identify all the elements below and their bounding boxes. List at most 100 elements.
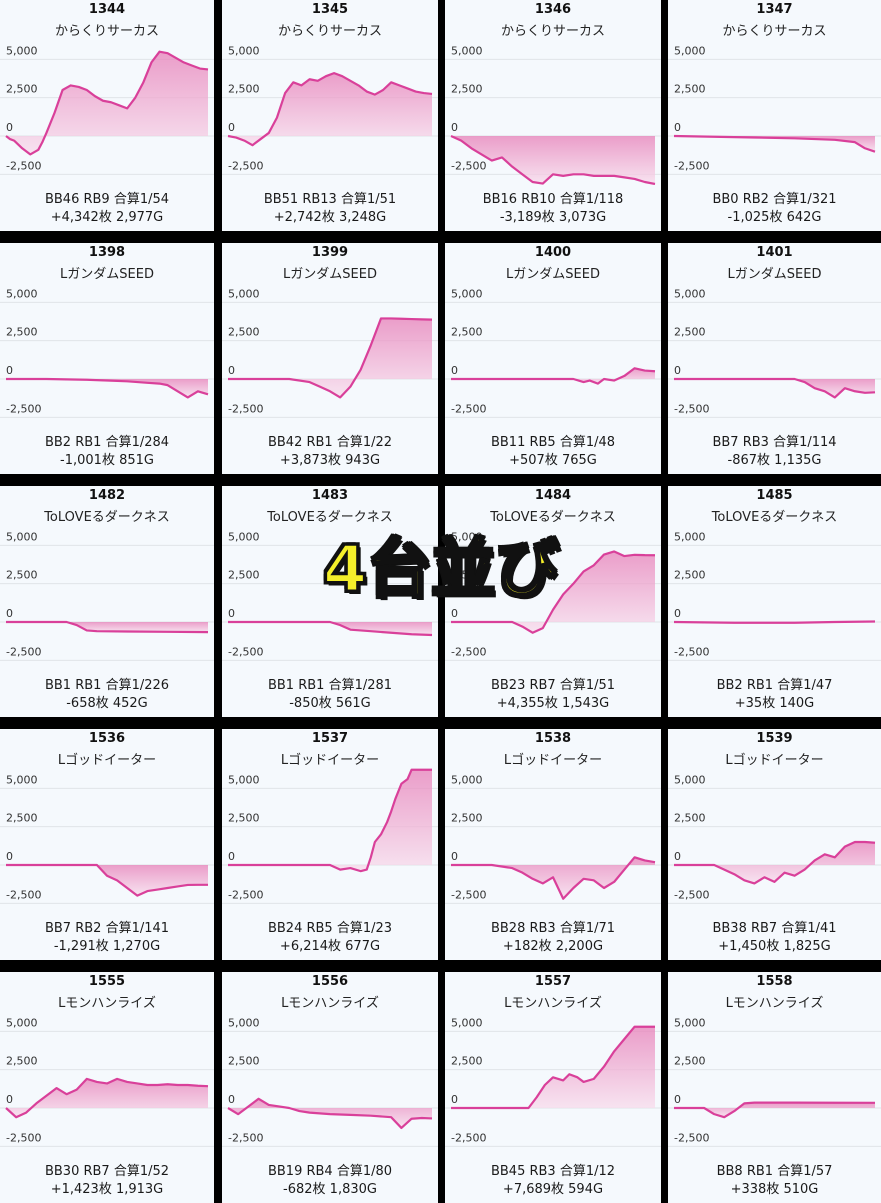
y-tick-label: 5,000	[228, 1016, 260, 1029]
area-fill	[6, 51, 208, 155]
plot-area: 5,000 2,500 0 -2,500	[445, 1016, 661, 1147]
bonus-stats: BB0 RB2 合算1/321	[712, 192, 837, 207]
machine-panel[interactable]: 1558 Lモンハンライズ 5,000 2,500 0 -2,500 BB8 RB1 合算1…	[668, 972, 881, 1203]
medal-games-stats: -850枚 561G	[289, 696, 371, 711]
machine-panel[interactable]: 1398 LガンダムSEED 5,000 2,500 0 -2,500 BB2 RB1 合算…	[0, 243, 214, 474]
machine-number: 1483	[311, 488, 349, 503]
series-line	[6, 377, 209, 399]
series-line	[451, 1025, 655, 1110]
machine-panel[interactable]: 1536 Lゴッドイーター 5,000 2,500 0 -2,500 BB7 RB2 合算1…	[0, 729, 214, 960]
y-tick-label: 5,000	[674, 287, 706, 300]
y-tick-label: -2,500	[228, 645, 263, 658]
y-tick-label: 5,000	[674, 530, 706, 543]
machine-title: ToLOVEるダークネス	[490, 510, 616, 525]
machine-panel[interactable]: 1555 Lモンハンライズ 5,000 2,500 0 -2,500 BB30 RB7 合算…	[0, 972, 214, 1203]
medal-games-stats: +1,450枚 1,825G	[718, 939, 831, 954]
machine-number: 1537	[311, 731, 349, 746]
series-line	[674, 377, 876, 399]
area-fill	[228, 318, 432, 398]
y-tick-label: 0	[228, 850, 235, 863]
series-line	[5, 50, 209, 156]
y-tick-label: 0	[6, 850, 13, 863]
machine-panel[interactable]: 1401 LガンダムSEED 5,000 2,500 0 -2,500 BB7 RB3 合算…	[668, 243, 881, 474]
y-tick-label: 5,000	[228, 530, 260, 543]
y-tick-label: 2,500	[674, 569, 706, 582]
medal-games-stats: +35枚 140G	[734, 696, 815, 711]
bonus-stats: BB30 RB7 合算1/52	[44, 1164, 170, 1179]
y-tick-label: 0	[6, 1093, 13, 1106]
machine-title: Lゴッドイーター	[503, 753, 603, 768]
y-tick-label: -2,500	[6, 888, 41, 901]
bonus-stats: BB7 RB2 合算1/141	[44, 921, 170, 936]
machine-panel[interactable]: 1538 Lゴッドイーター 5,000 2,500 0 -2,500 BB28 RB3 合算…	[445, 729, 661, 960]
machine-panel[interactable]: 1556 Lモンハンライズ 5,000 2,500 0 -2,500 BB19 RB4 合算…	[222, 972, 438, 1203]
bonus-stats: BB51 RB13 合算1/51	[263, 192, 397, 207]
machine-number: 1401	[756, 245, 793, 260]
machine-number: 1484	[534, 488, 572, 503]
y-tick-label: -2,500	[228, 402, 263, 415]
machine-panel[interactable]: 1347 からくりサーカス 5,000 2,500 0 -2,500 BB0 RB2 合算1…	[668, 0, 881, 231]
machine-panel[interactable]: 1483 ToLOVEるダークネス 5,000 2,500 0 -2,500 BB1 RB1…	[222, 486, 438, 717]
medal-games-stats: -658枚 452G	[66, 696, 148, 711]
bonus-stats: BB1 RB1 合算1/226	[44, 678, 170, 693]
y-tick-label: 5,000	[451, 530, 483, 543]
plot-area: 5,000 2,500 0 -2,500	[668, 44, 881, 175]
machine-title: Lモンハンライズ	[504, 996, 602, 1011]
y-tick-label: 2,500	[674, 1055, 706, 1068]
plot-area: 5,000 2,500 0 -2,500	[445, 773, 661, 904]
area-fill	[674, 1102, 875, 1118]
bonus-stats: BB46 RB9 合算1/54	[44, 192, 170, 207]
machine-panel[interactable]: 1345 からくりサーカス 5,000 2,500 0 -2,500 BB51 RB13 合…	[222, 0, 438, 231]
area-fill	[674, 842, 875, 884]
machine-panel[interactable]: 1557 Lモンハンライズ 5,000 2,500 0 -2,500 BB45 RB3 合算…	[445, 972, 661, 1203]
y-tick-label: -2,500	[6, 1131, 41, 1144]
y-tick-label: -2,500	[451, 402, 486, 415]
machine-panel[interactable]: 1399 LガンダムSEED 5,000 2,500 0 -2,500 BB42 RB1 合…	[222, 243, 438, 474]
plot-area: 5,000 2,500 0 -2,500	[222, 287, 438, 418]
y-tick-label: 0	[674, 121, 681, 134]
area-fill	[6, 865, 208, 896]
machine-panel[interactable]: 1485 ToLOVEるダークネス 5,000 2,500 0 -2,500 BB2 RB1…	[668, 486, 881, 717]
y-tick-label: 0	[451, 1093, 458, 1106]
bonus-stats: BB2 RB1 合算1/284	[44, 435, 170, 450]
area-fill	[451, 136, 655, 184]
area-fill	[451, 368, 655, 384]
plot-area: 5,000 2,500 0 -2,500	[222, 768, 438, 904]
y-tick-label: 2,500	[451, 1055, 483, 1068]
machine-number: 1557	[534, 974, 572, 989]
y-tick-label: 5,000	[6, 1016, 38, 1029]
y-tick-label: 0	[451, 364, 458, 377]
machine-number: 1558	[756, 974, 793, 989]
series-line	[227, 72, 433, 147]
y-tick-label: 2,500	[674, 812, 706, 825]
machine-title: ToLOVEるダークネス	[267, 510, 393, 525]
machine-number: 1555	[88, 974, 126, 989]
machine-panel[interactable]: 1482 ToLOVEるダークネス 5,000 2,500 0 -2,500 BB1 RB1…	[0, 486, 214, 717]
machine-panel[interactable]: 1344 からくりサーカス 5,000 2,500 0 -2,500 BB46 RB9 合算…	[0, 0, 214, 231]
machine-panel[interactable]: 1539 Lゴッドイーター 5,000 2,500 0 -2,500 BB38 RB7 合算…	[668, 729, 881, 960]
medal-games-stats: -682枚 1,830G	[283, 1182, 377, 1197]
medal-games-stats: -1,291枚 1,270G	[53, 939, 161, 954]
machine-panel[interactable]: 1346 からくりサーカス 5,000 2,500 0 -2,500 BB16 RB10 合…	[445, 0, 661, 231]
y-tick-label: 2,500	[6, 569, 38, 582]
machine-panel[interactable]: 1537 Lゴッドイーター 5,000 2,500 0 -2,500 BB24 RB5 合算…	[222, 729, 438, 960]
area-fill	[451, 857, 655, 899]
machine-panel[interactable]: 1400 LガンダムSEED 5,000 2,500 0 -2,500 BB11 RB5 合…	[445, 243, 661, 474]
plot-area: 5,000 2,500 0 -2,500	[668, 530, 881, 661]
bonus-stats: BB42 RB1 合算1/22	[267, 435, 393, 450]
y-tick-label: -2,500	[451, 1131, 486, 1144]
y-tick-label: 5,000	[451, 44, 483, 57]
y-tick-label: 0	[228, 1093, 235, 1106]
machine-title: Lモンハンライズ	[281, 996, 379, 1011]
machine-number: 1556	[311, 974, 349, 989]
plot-area: 5,000 2,500 0 -2,500	[668, 773, 881, 904]
machine-number: 1398	[88, 245, 126, 260]
machine-title: からくりサーカス	[722, 24, 827, 39]
plot-area: 5,000 2,500 0 -2,500	[222, 1016, 438, 1147]
machine-title: Lモンハンライズ	[58, 996, 156, 1011]
machine-title: Lモンハンライズ	[725, 996, 824, 1011]
machine-title: ToLOVEるダークネス	[711, 510, 838, 525]
plot-area: 5,000 2,500 0 -2,500	[222, 530, 438, 661]
y-tick-label: 2,500	[6, 1055, 38, 1068]
machine-panel[interactable]: 1484 ToLOVEるダークネス 5,000 2,500 0 -2,500 BB23 RB…	[445, 486, 661, 717]
